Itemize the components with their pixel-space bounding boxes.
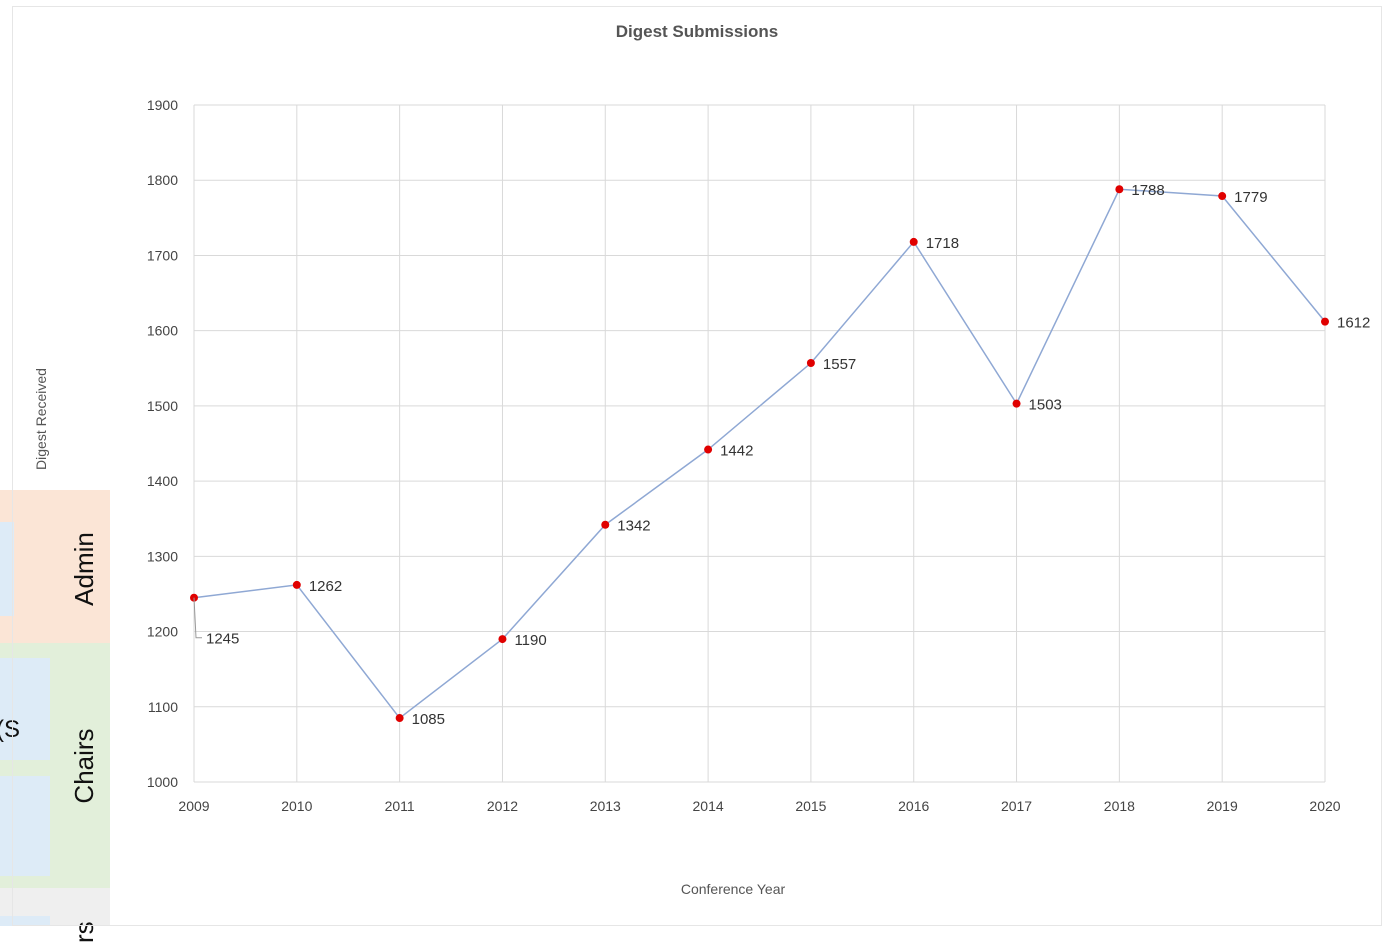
x-axis-ticks: 2009 2010 2011 2012 2013 2014 2015 2016 2017 2018… [178, 798, 1340, 814]
chairs-cell-1 [0, 658, 50, 760]
y-axis-title: Digest Received [33, 368, 49, 470]
data-point-marker [292, 580, 301, 589]
y-tick-label: 1400 [147, 473, 178, 489]
data-point-marker [909, 237, 918, 246]
data-point-marker [1218, 192, 1227, 201]
y-tick-label: 1200 [147, 624, 178, 640]
x-tick-label: 2014 [693, 798, 724, 814]
data-point-marker [1115, 185, 1124, 194]
y-axis-ticks: 1000 1100 1200 1300 1400 1500 1600 1700 1800 1900 [147, 97, 178, 790]
x-tick-label: 2018 [1104, 798, 1135, 814]
x-tick-label: 2015 [795, 798, 826, 814]
admin-band [0, 490, 110, 643]
y-tick-label: 1700 [147, 247, 178, 263]
data-value-label: 1245 [206, 631, 239, 648]
series-polyline [193, 188, 1326, 720]
x-tick-label: 2016 [898, 798, 929, 814]
data-label-leader [193, 597, 202, 639]
data-point-marker [601, 520, 610, 529]
x-axis-title: Conference Year [681, 881, 786, 897]
x-tick-label: 2013 [590, 798, 621, 814]
data-point-marker [1012, 399, 1021, 408]
cropped-text-fragment: S) [0, 716, 20, 743]
data-value-label: 1788 [1131, 182, 1164, 199]
data-value-label: 1342 [617, 518, 650, 535]
data-value-label: 1503 [1029, 397, 1062, 414]
data-value-label: 1442 [720, 443, 753, 460]
x-tick-label: 2012 [487, 798, 518, 814]
data-point-marker [1321, 317, 1329, 326]
y-tick-label: 1500 [147, 398, 178, 414]
data-point-marker [395, 714, 404, 723]
y-tick-label: 1000 [147, 774, 178, 790]
data-point-marker [806, 359, 815, 368]
chart-title: Digest Submissions [616, 22, 778, 41]
y-tick-label: 1800 [147, 172, 178, 188]
data-value-label: 1557 [823, 356, 856, 373]
x-tick-label: 2011 [385, 798, 415, 814]
data-value-label: 1612 [1337, 315, 1370, 332]
x-tick-label: 2019 [1207, 798, 1238, 814]
data-value-label: 1190 [514, 632, 546, 649]
data-value-label: 1085 [412, 711, 445, 728]
admin-cell [0, 522, 14, 616]
bottom-cell [0, 916, 50, 926]
data-value-label: 1779 [1234, 189, 1267, 206]
x-tick-label: 2017 [1001, 798, 1032, 814]
y-tick-label: 1300 [147, 548, 178, 564]
x-tick-label: 2010 [281, 798, 312, 814]
gridlines [193, 104, 1326, 783]
y-tick-label: 1900 [147, 97, 178, 113]
data-value-label: 1262 [309, 578, 342, 595]
x-tick-label: 2020 [1309, 798, 1340, 814]
data-point-marker [704, 445, 713, 454]
data-value-label: 1718 [926, 235, 959, 252]
data-labels: 1245 1262 1085 1190 1342 1442 1557 1718 1503 1788… [193, 182, 1370, 728]
series-line [190, 185, 1329, 723]
y-tick-label: 1100 [148, 699, 178, 715]
data-point-marker [498, 635, 507, 644]
slide-background-panel: S) Admin Chairs rs [0, 0, 110, 943]
chairs-cell-2 [0, 776, 50, 876]
x-tick-label: 2009 [178, 798, 209, 814]
y-tick-label: 1600 [147, 323, 178, 339]
